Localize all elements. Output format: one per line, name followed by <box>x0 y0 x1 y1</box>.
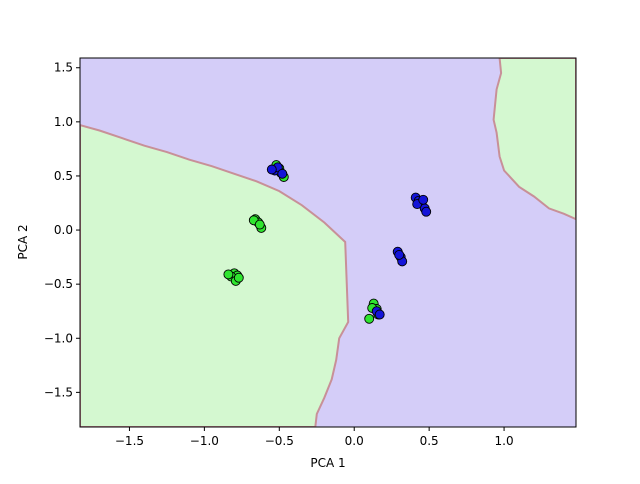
y-tick-label: −1.0 <box>44 331 73 345</box>
y-tick-label: 0.0 <box>54 223 73 237</box>
x-tick-label: −0.5 <box>265 434 294 448</box>
y-tick-label: −1.5 <box>44 385 73 399</box>
data-point-series-1-9 <box>254 219 265 230</box>
plot-frame <box>79 57 577 428</box>
x-tick-label: −1.5 <box>115 434 144 448</box>
region-class0-left <box>80 124 350 427</box>
data-point-series-2-9 <box>421 206 432 217</box>
data-point-series-2-3 <box>277 168 288 179</box>
y-axis-ticks: −1.5 −1.0 −0.5 0.0 0.5 1.0 1.5 <box>44 61 80 399</box>
data-point-series-2-4 <box>266 164 277 175</box>
data-point-series-1-14 <box>233 272 244 283</box>
data-point-series-1-15 <box>223 269 234 280</box>
data-point-series-2-15 <box>394 249 405 260</box>
x-tick-label: −1.0 <box>190 434 219 448</box>
y-tick-label: −0.5 <box>44 277 73 291</box>
region-class0-right <box>492 58 576 221</box>
decision-regions <box>80 58 576 427</box>
y-tick-label: 1.0 <box>54 115 73 129</box>
x-tick-label: 0.0 <box>345 434 364 448</box>
x-tick-label: 1.0 <box>495 434 514 448</box>
x-axis-ticks: −1.5 −1.0 −0.5 0.0 0.5 1.0 <box>115 427 514 448</box>
y-tick-label: 1.5 <box>54 61 73 75</box>
data-point-series-2-11 <box>418 194 429 205</box>
data-point-series-1-18 <box>364 313 375 324</box>
data-points <box>223 160 432 324</box>
y-axis-label: PCA 2 <box>16 224 30 259</box>
y-tick-label: 0.5 <box>54 169 73 183</box>
x-tick-label: 0.5 <box>420 434 439 448</box>
x-axis-label: PCA 1 <box>310 456 345 470</box>
data-point-series-2-17 <box>374 309 385 320</box>
